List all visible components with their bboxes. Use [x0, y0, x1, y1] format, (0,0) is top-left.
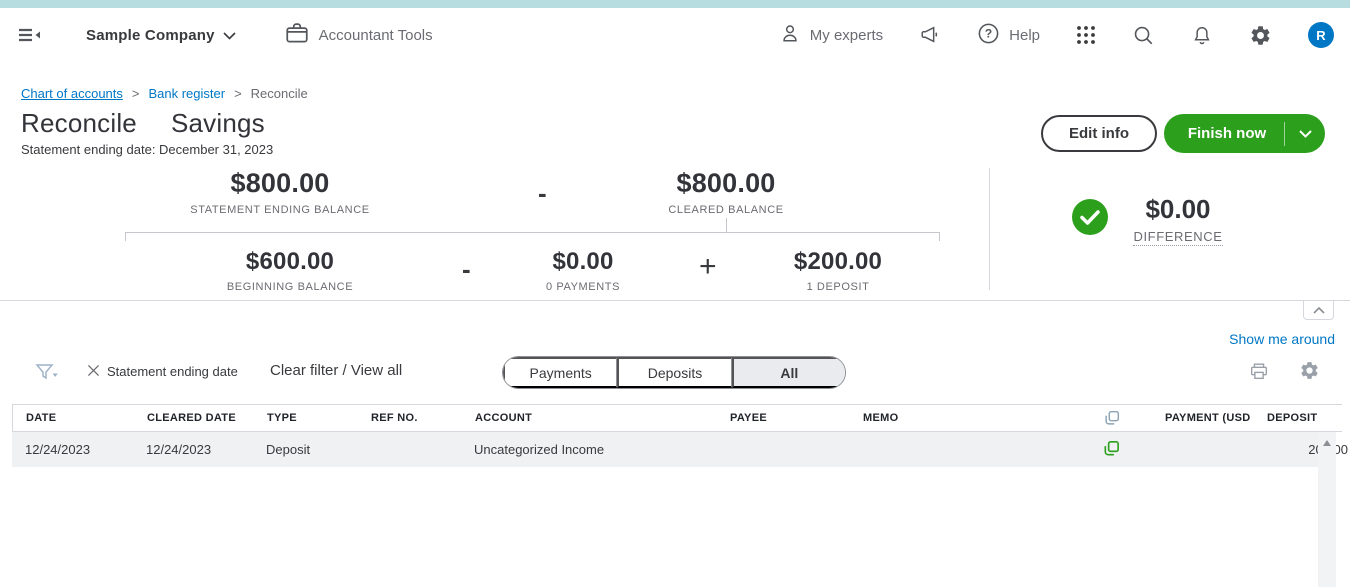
summary-connector-line: [726, 218, 727, 232]
statement-ending-date: Statement ending date: December 31, 2023: [21, 142, 274, 157]
breadcrumb-bank-register[interactable]: Bank register: [148, 86, 226, 101]
search-icon[interactable]: [1132, 24, 1155, 47]
tab-payments[interactable]: Payments: [503, 357, 618, 388]
vertical-scrollbar[interactable]: [1318, 432, 1336, 587]
cleared-label: CLEARED BALANCE: [668, 204, 784, 216]
page-title-text: Reconcile: [21, 108, 137, 138]
col-cleared-date: CLEARED DATE: [147, 412, 236, 424]
deposits-total: $200.00 1 DEPOSIT: [713, 248, 963, 293]
accountant-tools-label: Accountant Tools: [318, 26, 433, 44]
top-navigation: Sample Company Accountant Tools My exper…: [0, 8, 1350, 62]
hamburger-menu-icon[interactable]: [16, 23, 42, 47]
payments-amount: $0.00: [552, 248, 614, 275]
breadcrumb-separator: >: [131, 86, 140, 101]
cell-cleared-date: 12/24/2023: [146, 442, 212, 457]
active-filter-label: Statement ending date: [107, 364, 238, 379]
breadcrumb-current: Reconcile: [250, 86, 308, 101]
col-account: ACCOUNT: [475, 412, 533, 424]
transaction-type-tabs: Payments Deposits All: [502, 356, 846, 389]
deposits-label: 1 DEPOSIT: [806, 281, 870, 293]
breadcrumb: Chart of accounts > Bank register > Reco…: [21, 86, 308, 101]
col-type: TYPE: [267, 412, 297, 424]
help-label: Help: [1009, 26, 1040, 44]
tab-deposits[interactable]: Deposits: [617, 357, 732, 388]
payments-total: $0.00 0 PAYMENTS: [458, 248, 708, 293]
minus-operator: -: [538, 178, 547, 208]
help-icon: ?: [977, 22, 1000, 49]
cell-date: 12/24/2023: [25, 442, 91, 457]
remove-filter-icon[interactable]: [85, 362, 102, 384]
accountant-tools-button[interactable]: Accountant Tools: [284, 20, 433, 50]
payments-label: 0 PAYMENTS: [545, 281, 621, 293]
statement-ending-amount: $800.00: [230, 168, 330, 198]
difference-amount: $0.00: [1145, 194, 1211, 224]
transaction-row[interactable]: 12/24/2023 12/24/2023 Deposit Uncategori…: [12, 432, 1348, 467]
col-payment: PAYMENT (USD: [1165, 412, 1251, 424]
reconcile-summary: $800.00 STATEMENT ENDING BALANCE - $800.…: [0, 168, 1350, 293]
page-title: Reconcile Savings: [21, 108, 265, 139]
col-payee: PAYEE: [730, 412, 767, 424]
deposits-amount: $200.00: [793, 248, 883, 275]
top-accent-bar: [0, 0, 1350, 8]
notifications-bell-icon[interactable]: [1191, 24, 1213, 47]
col-ref-no: REF NO.: [371, 412, 418, 424]
help-button[interactable]: ? Help: [977, 22, 1040, 49]
difference-block: $0.00 DIFFERENCE: [1118, 194, 1238, 246]
plus-operator: +: [699, 250, 717, 283]
tab-all[interactable]: All: [731, 357, 845, 388]
minus-operator: -: [462, 254, 471, 284]
finish-now-dropdown[interactable]: [1285, 129, 1325, 138]
scroll-up-arrow[interactable]: [1323, 440, 1331, 446]
difference-label[interactable]: DIFFERENCE: [1133, 229, 1223, 246]
statement-ending-balance: $800.00 STATEMENT ENDING BALANCE: [155, 168, 405, 216]
cleared-amount: $800.00: [676, 168, 776, 198]
apps-grid-icon[interactable]: [1076, 25, 1096, 45]
company-selector[interactable]: Sample Company: [86, 27, 236, 44]
section-divider: [0, 300, 1350, 301]
breadcrumb-chart-of-accounts[interactable]: Chart of accounts: [21, 86, 123, 101]
clear-filter-link[interactable]: Clear filter / View all: [270, 362, 403, 379]
collapse-summary-button[interactable]: [1303, 301, 1334, 320]
edit-info-button[interactable]: Edit info: [1041, 115, 1157, 152]
button-divider: [1284, 121, 1285, 146]
settings-gear-icon[interactable]: [1249, 24, 1272, 47]
company-name: Sample Company: [86, 26, 215, 44]
col-memo: MEMO: [863, 412, 899, 424]
matched-transaction-icon: [1102, 439, 1121, 461]
summary-vertical-divider: [989, 168, 990, 290]
finish-now-button[interactable]: Finish now: [1164, 114, 1325, 153]
table-settings-gear-icon[interactable]: [1299, 360, 1320, 386]
beginning-balance: $600.00 BEGINNING BALANCE: [165, 248, 415, 293]
cell-type: Deposit: [266, 442, 311, 457]
briefcase-icon: [284, 20, 310, 50]
statement-ending-label: STATEMENT ENDING BALANCE: [190, 204, 370, 216]
cell-account: Uncategorized Income: [474, 442, 605, 457]
svg-text:?: ?: [985, 26, 992, 40]
my-experts-label: My experts: [809, 26, 884, 44]
breadcrumb-separator: >: [234, 86, 242, 101]
col-date: DATE: [26, 412, 57, 424]
print-icon[interactable]: [1248, 360, 1270, 387]
transactions-toolbar: Statement ending date Clear filter / Vie…: [0, 355, 1350, 391]
user-avatar[interactable]: R: [1308, 22, 1334, 48]
col-deposit: DEPOSIT: [1267, 412, 1318, 424]
beginning-amount: $600.00: [245, 248, 335, 275]
difference-check-icon: [1071, 198, 1109, 241]
summary-bracket-line: [125, 232, 940, 241]
chevron-down-icon: [223, 27, 236, 44]
my-experts-button[interactable]: My experts: [779, 21, 883, 49]
table-header: DATE CLEARED DATE TYPE REF NO. ACCOUNT P…: [12, 404, 1342, 432]
announcements-icon[interactable]: [919, 24, 941, 46]
filter-funnel-icon[interactable]: [33, 360, 59, 389]
show-me-around-link[interactable]: Show me around: [1229, 331, 1335, 347]
beginning-label: BEGINNING BALANCE: [226, 281, 354, 293]
finish-now-label: Finish now: [1187, 125, 1267, 142]
person-icon: [779, 21, 801, 49]
account-name: Savings: [170, 108, 265, 138]
col-matched-icon: [1103, 409, 1121, 430]
cleared-balance: $800.00 CLEARED BALANCE: [601, 168, 851, 216]
